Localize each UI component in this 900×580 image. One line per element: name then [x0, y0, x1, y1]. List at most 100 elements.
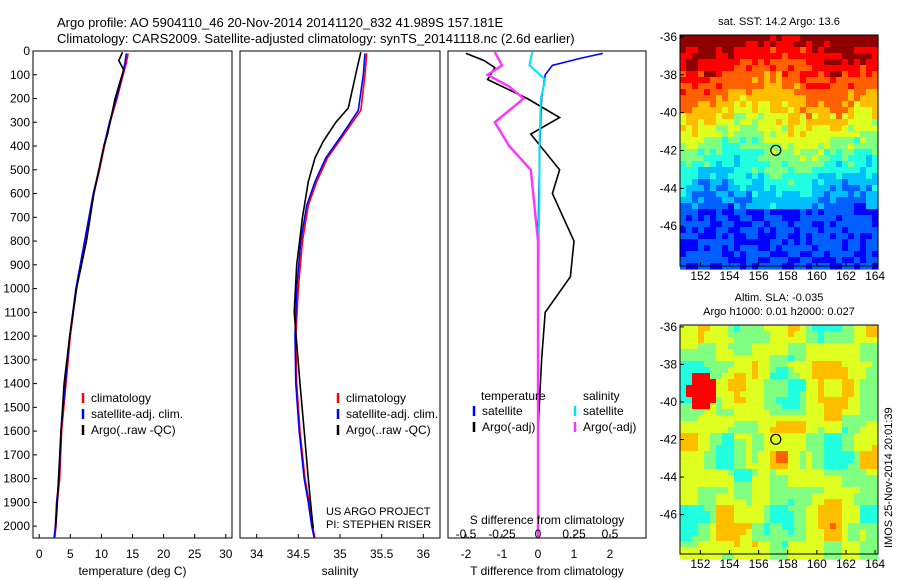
map-cell: [746, 227, 753, 234]
map-cell: [740, 107, 747, 114]
map-cell: [842, 493, 849, 500]
map-cell: [686, 487, 693, 494]
map-cell: [746, 367, 753, 374]
map-cell: [836, 325, 843, 332]
map-cell: [680, 421, 687, 428]
map-cell: [740, 221, 747, 228]
map-cell: [872, 379, 879, 386]
map-cell: [698, 499, 705, 506]
map-cell: [740, 245, 747, 252]
map-cell: [788, 355, 795, 362]
map-cell: [728, 337, 735, 344]
map-cell: [836, 343, 843, 350]
map-cell: [806, 89, 813, 96]
map-cell: [812, 167, 819, 174]
map-cell: [716, 457, 723, 464]
map-cell: [740, 529, 747, 536]
map-cell: [860, 403, 867, 410]
map-cell: [782, 403, 789, 410]
map-cell: [728, 113, 735, 120]
map-cell: [770, 373, 777, 380]
map-cell: [806, 529, 813, 536]
map-cell: [740, 137, 747, 144]
map-cell: [770, 239, 777, 246]
map-cell: [812, 191, 819, 198]
map-cell: [710, 71, 717, 78]
map-cell: [806, 499, 813, 506]
map-cell: [836, 409, 843, 416]
map-cell: [704, 349, 711, 356]
map-cell: [818, 131, 825, 138]
map-cell: [728, 385, 735, 392]
map-cell: [812, 415, 819, 422]
map-title: Altim. SLA: -0.035: [735, 292, 824, 304]
map-cell: [704, 343, 711, 350]
map-cell: [776, 53, 783, 60]
map-cell: [698, 113, 705, 120]
map-cell: [806, 209, 813, 216]
map-cell: [836, 77, 843, 84]
map-cell: [830, 511, 837, 518]
map-cell: [698, 119, 705, 126]
map-x-tick-label: 156: [749, 269, 769, 283]
map-cell: [758, 535, 765, 542]
map-cell: [704, 373, 711, 380]
map-cell: [794, 221, 801, 228]
map-cell: [734, 373, 741, 380]
map-cell: [764, 35, 771, 42]
map-cell: [740, 337, 747, 344]
map-cell: [722, 409, 729, 416]
map-cell: [752, 113, 759, 120]
map-cell: [758, 161, 765, 168]
map-cell: [710, 325, 717, 332]
map-cell: [770, 505, 777, 512]
map-cell: [824, 457, 831, 464]
map-cell: [800, 553, 807, 560]
map-cell: [704, 161, 711, 168]
map-cell: [686, 155, 693, 162]
map-cell: [788, 119, 795, 126]
map-cell: [704, 553, 711, 560]
map-cell: [716, 185, 723, 192]
map-cell: [740, 373, 747, 380]
map-cell: [728, 397, 735, 404]
map-cell: [692, 107, 699, 114]
map-cell: [758, 167, 765, 174]
map-cell: [758, 257, 765, 264]
map-cell: [680, 107, 687, 114]
map-cell: [734, 179, 741, 186]
map-cell: [680, 409, 687, 416]
map-cell: [842, 107, 849, 114]
map-cell: [836, 227, 843, 234]
map-cell: [710, 367, 717, 374]
map-cell: [836, 197, 843, 204]
map-cell: [680, 167, 687, 174]
map-cell: [818, 397, 825, 404]
map-cell: [866, 349, 873, 356]
map-cell: [812, 143, 819, 150]
map-cell: [788, 95, 795, 102]
map-cell: [836, 179, 843, 186]
map-cell: [704, 71, 711, 78]
map-cell: [728, 469, 735, 476]
map-cell: [722, 257, 729, 264]
map-cell: [818, 349, 825, 356]
map-cell: [818, 107, 825, 114]
map-cell: [752, 83, 759, 90]
map-cell: [782, 481, 789, 488]
map-cell: [716, 77, 723, 84]
map-cell: [788, 47, 795, 54]
map-cell: [692, 439, 699, 446]
map-cell: [830, 457, 837, 464]
map-cell: [716, 403, 723, 410]
map-cell: [860, 481, 867, 488]
map-cell: [764, 83, 771, 90]
map-cell: [752, 409, 759, 416]
map-cell: [710, 331, 717, 338]
map-cell: [830, 349, 837, 356]
map-cell: [830, 191, 837, 198]
map-cell: [746, 53, 753, 60]
map-cell: [776, 239, 783, 246]
map-cell: [752, 433, 759, 440]
map-cell: [800, 409, 807, 416]
